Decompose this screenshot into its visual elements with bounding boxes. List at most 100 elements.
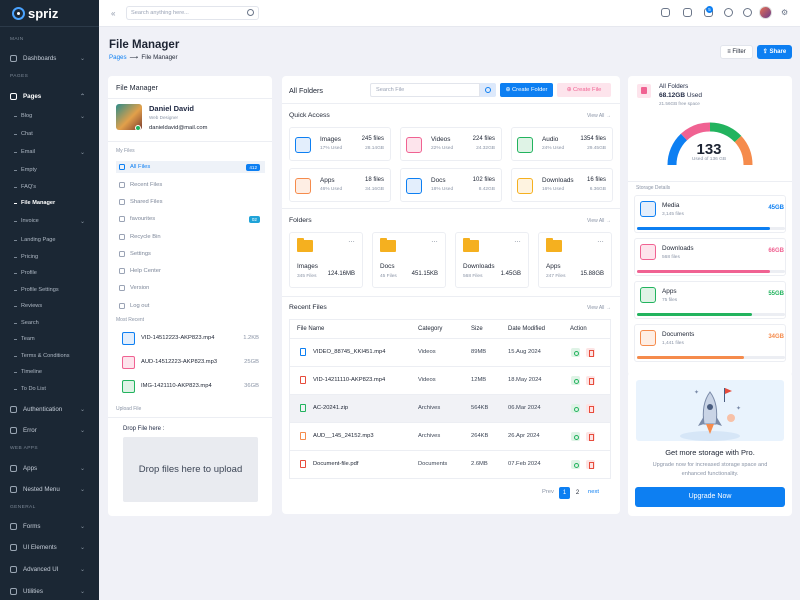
folder-card[interactable]: … Images 345 Files 124.16MB (289, 232, 363, 288)
more-icon[interactable]: … (514, 237, 521, 244)
pagination-prev[interactable]: Prev (542, 489, 554, 495)
settings-icon[interactable]: ⚙ (781, 8, 789, 17)
sidebar-item-utilities[interactable]: Utilities ⌄ (0, 584, 99, 598)
sidebar-item-ui-elements[interactable]: UI Elements ⌄ (0, 540, 99, 554)
menu-log-out[interactable]: Log out (116, 300, 265, 312)
sidebar-item-pages[interactable]: Pages ⌃ (0, 89, 99, 103)
recent-file-row[interactable]: VID-14512223-AKP823.mp4 1.2KB (116, 330, 265, 348)
user-avatar[interactable] (759, 6, 772, 19)
sidebar-sub-search[interactable]: Search (0, 316, 99, 330)
file-drop-zone[interactable]: Drop files here to upload (123, 437, 258, 502)
view-icon[interactable] (571, 376, 580, 385)
search-input[interactable]: Search anything here... (126, 6, 259, 20)
menu-recycle-bin[interactable]: Recycle Bin (116, 231, 265, 243)
qa-name: Images (320, 136, 341, 143)
folder-card[interactable]: … Downloads 568 Files 1.45GB (455, 232, 529, 288)
menu-favourites[interactable]: favourites 02 (116, 213, 265, 225)
folder-card[interactable]: … Apps 247 Files 15.88GB (538, 232, 612, 288)
delete-icon[interactable] (586, 460, 595, 469)
storage-item-apps[interactable]: Apps 75 files 55GB (634, 281, 786, 319)
storage-item-files: 1,441 files (662, 341, 684, 346)
quick-access-view-all[interactable]: View All → (587, 113, 611, 119)
menu-shared-files[interactable]: Shared Files (116, 196, 265, 208)
storage-item-documents[interactable]: Documents 1,441 files 34GB (634, 324, 786, 362)
theme-icon[interactable] (743, 8, 752, 17)
sidebar-sub-profile[interactable]: Profile (0, 266, 99, 280)
sidebar-sub-file-manager[interactable]: File Manager (0, 196, 99, 210)
sidebar-sub-todo[interactable]: To Do List (0, 382, 99, 396)
sidebar-sub-faqs[interactable]: FAQ's (0, 180, 99, 194)
create-file-button[interactable]: ⊕ Create File (557, 83, 611, 97)
quick-access-downloads[interactable]: Downloads 16% Used 16 files 6.36GB (511, 168, 613, 202)
sidebar-sub-blog[interactable]: Blog ⌄ (0, 109, 99, 123)
menu-help-center[interactable]: Help Center (116, 265, 265, 277)
document-icon (406, 178, 422, 194)
create-folder-button[interactable]: ⊕ Create Folder (500, 83, 553, 97)
sidebar-sub-pricing[interactable]: Pricing (0, 250, 99, 264)
quick-access-audio[interactable]: Audio 24% Used 1354 files 29.45GB (511, 127, 613, 161)
delete-icon[interactable] (586, 348, 595, 357)
filter-button[interactable]: ≡ Filter (720, 45, 753, 59)
sidebar-item-dashboards[interactable]: Dashboards ⌄ (0, 51, 99, 65)
sidebar-item-advanced-ui[interactable]: Advanced UI ⌄ (0, 562, 99, 576)
search-file-input[interactable]: Search File (370, 83, 480, 97)
search-file-button[interactable] (480, 83, 496, 97)
folder-card[interactable]: … Docs 45 Files 451.15KB (372, 232, 446, 288)
view-icon[interactable] (571, 404, 580, 413)
sidebar-item-apps[interactable]: Apps ⌄ (0, 461, 99, 475)
brand-logo[interactable]: spriz (12, 6, 58, 21)
sidebar-sub-reviews[interactable]: Reviews (0, 299, 99, 313)
quick-access-apps[interactable]: Apps 46% Used 18 files 34.16GB (289, 168, 391, 202)
sidebar-sub-timeline[interactable]: Timeline (0, 365, 99, 379)
pagination-page-1[interactable]: 1 (559, 487, 570, 499)
pagination-next[interactable]: next (588, 489, 599, 495)
view-icon[interactable] (571, 460, 580, 469)
sidebar-sub-chat[interactable]: Chat (0, 127, 99, 141)
sidebar-sub-email[interactable]: Email ⌄ (0, 145, 99, 159)
translate-icon[interactable] (661, 8, 670, 17)
pagination-page-2[interactable]: 2 (575, 490, 580, 496)
sidebar-item-nested-menu[interactable]: Nested Menu ⌄ (0, 482, 99, 496)
sidebar-item-forms[interactable]: Forms ⌄ (0, 519, 99, 533)
folders-view-all[interactable]: View All → (587, 218, 611, 224)
table-row[interactable]: VIDEO_88745_KKI451.mp4 Videos 89MB 15.Au… (289, 339, 611, 367)
quick-access-docs[interactable]: Docs 18% Used 102 files 8.42GB (400, 168, 502, 202)
sidebar-sub-terms[interactable]: Terms & Conditions (0, 349, 99, 363)
menu-recent-files[interactable]: Recent Files (116, 179, 265, 191)
upgrade-now-button[interactable]: Upgrade Now (635, 487, 785, 507)
menu-all-files[interactable]: All Files 412 (116, 161, 265, 173)
more-icon[interactable]: … (348, 237, 355, 244)
delete-icon[interactable] (586, 404, 595, 413)
recent-file-row[interactable]: AUD-14512223-AKP823.mp3 25GB (116, 354, 265, 372)
view-icon[interactable] (571, 432, 580, 441)
sidebar-sub-invoice[interactable]: Invoice ⌄ (0, 214, 99, 228)
apps-icon[interactable] (724, 8, 733, 17)
menu-settings[interactable]: Settings (116, 248, 265, 260)
delete-icon[interactable] (586, 376, 595, 385)
sidebar-toggle-icon[interactable]: « (111, 9, 116, 18)
recent-file-row[interactable]: IMG-1421110-AKP823.mp4 36GB (116, 378, 265, 396)
cart-icon[interactable] (683, 8, 692, 17)
storage-item-media[interactable]: Media 3,145 files 45GB (634, 195, 786, 233)
sidebar-sub-landing[interactable]: Landing Page (0, 233, 99, 247)
quick-access-images[interactable]: Images 17% Used 245 files 28.14GB (289, 127, 391, 161)
table-row[interactable]: VID-14211110-AKP823.mp4 Videos 12MB 18.M… (289, 367, 611, 395)
storage-item-downloads[interactable]: Downloads 568 files 66GB (634, 238, 786, 276)
share-button[interactable]: ⇪ Share (757, 45, 792, 59)
delete-icon[interactable] (586, 432, 595, 441)
more-icon[interactable]: … (597, 237, 604, 244)
table-row[interactable]: AC-20241.zip Archives 564KB 06.Mar 2024 (289, 395, 611, 423)
sidebar-sub-team[interactable]: Team (0, 332, 99, 346)
breadcrumb-link-pages[interactable]: Pages (109, 54, 127, 61)
table-row[interactable]: Document-file.pdf Documents 2.6MB 07.Feb… (289, 451, 611, 479)
more-icon[interactable]: … (431, 237, 438, 244)
menu-version[interactable]: Version (116, 282, 265, 294)
sidebar-item-error[interactable]: Error ⌄ (0, 423, 99, 437)
quick-access-videos[interactable]: Videos 22% Used 224 files 24.32GB (400, 127, 502, 161)
recent-files-view-all[interactable]: View All → (587, 305, 611, 311)
sidebar-sub-empty[interactable]: Empty (0, 163, 99, 177)
table-row[interactable]: AUD__145_24152.mp3 Archives 264KB 26.Apr… (289, 423, 611, 451)
sidebar-sub-profile-settings[interactable]: Profile Settings (0, 283, 99, 297)
view-icon[interactable] (571, 348, 580, 357)
sidebar-item-authentication[interactable]: Authentication ⌄ (0, 402, 99, 416)
